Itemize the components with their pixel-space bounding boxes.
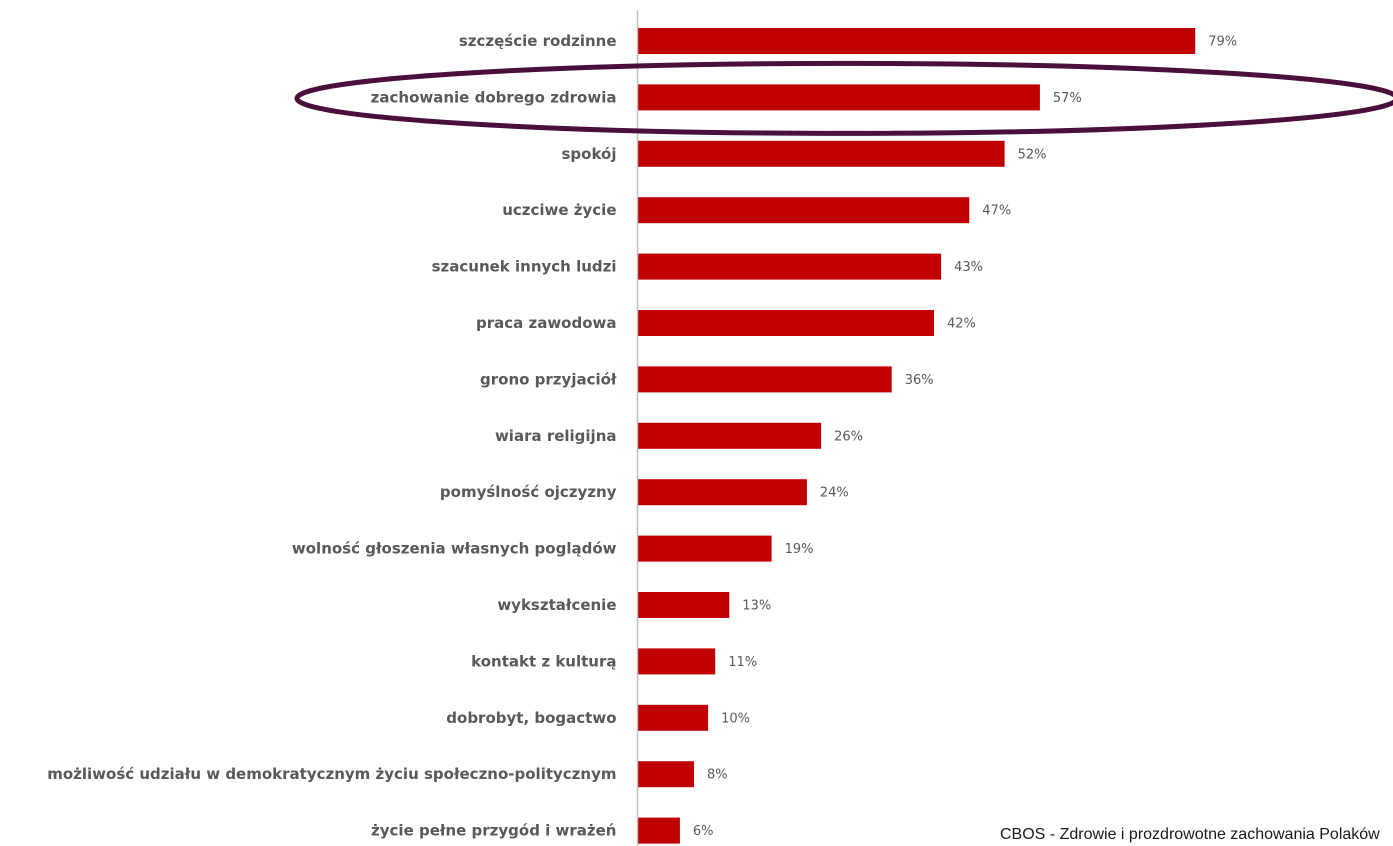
value-label-mozliwosc-udzialu-w-demokratycznym-zyciu-spoleczno-politycznym: 8% xyxy=(707,768,728,783)
bar-pomyslnosc-ojczyzny xyxy=(637,479,807,506)
value-label-zachowanie-dobrego-zdrowia: 57% xyxy=(1053,91,1082,106)
highlight-ellipse xyxy=(294,60,1393,136)
value-label-wyksztalcenie: 13% xyxy=(742,599,771,614)
bar-praca-zawodowa xyxy=(637,310,934,336)
bar-wolnosc-gloszenia-wlasnych-pogladow xyxy=(637,535,772,562)
bar-wiara-religijna xyxy=(637,422,822,449)
category-label-kontakt-z-kultura: kontakt z kulturą xyxy=(471,652,616,670)
category-label-szczescie-rodzinne: szczęście rodzinne xyxy=(459,32,617,50)
value-label-wolnosc-gloszenia-wlasnych-pogladow: 19% xyxy=(785,542,814,557)
bar-dobrobyt-bogactwo xyxy=(637,704,709,731)
value-label-szacunek-innych-ludzi: 43% xyxy=(954,260,983,275)
value-label-dobrobyt-bogactwo: 10% xyxy=(721,711,750,726)
value-label-praca-zawodowa: 42% xyxy=(947,317,976,332)
value-label-spokoj: 52% xyxy=(1018,147,1047,162)
bar-wyksztalcenie xyxy=(637,592,730,618)
category-label-wyksztalcenie: wykształcenie xyxy=(497,596,616,614)
value-label-szczescie-rodzinne: 79% xyxy=(1208,35,1237,50)
value-label-grono-przyjaciol: 36% xyxy=(905,373,934,388)
bar-szczescie-rodzinne xyxy=(637,28,1196,54)
category-label-praca-zawodowa: praca zawodowa xyxy=(476,314,617,332)
bar-uczciwe-zycie xyxy=(637,197,970,224)
category-label-mozliwosc-udzialu-w-demokratycznym-zyciu-spoleczno-politycznym: możliwość udziału w demokratycznym życiu… xyxy=(47,765,616,783)
bar-mozliwosc-udzialu-w-demokratycznym-zyciu-spoleczno-politycznym xyxy=(637,761,694,788)
category-label-dobrobyt-bogactwo: dobrobyt, bogactwo xyxy=(446,709,616,727)
bar-szacunek-innych-ludzi xyxy=(637,253,942,280)
source-note: CBOS - Zdrowie i prozdrowotne zachowania… xyxy=(1000,826,1380,843)
bar-spokoj xyxy=(637,140,1005,167)
value-label-kontakt-z-kultura: 11% xyxy=(728,655,757,670)
category-label-zachowanie-dobrego-zdrowia: zachowanie dobrego zdrowia xyxy=(371,88,617,106)
value-label-zycie-pelne-przygod-i-wrazen: 6% xyxy=(693,824,714,839)
category-label-wolnosc-gloszenia-wlasnych-pogladow: wolność głoszenia własnych poglądów xyxy=(292,540,617,558)
bar-zachowanie-dobrego-zdrowia xyxy=(637,84,1040,111)
category-label-wiara-religijna: wiara religijna xyxy=(495,427,617,445)
category-label-grono-przyjaciol: grono przyjaciół xyxy=(480,370,617,388)
category-label-zycie-pelne-przygod-i-wrazen: życie pełne przygód i wrażeń xyxy=(371,822,616,840)
labels-layer: szczęście rodzinne 79% zachowanie dobrego … xyxy=(47,32,1237,840)
category-label-spokoj: spokój xyxy=(562,145,617,163)
bar-zycie-pelne-przygod-i-wrazen xyxy=(637,817,680,844)
bar-kontakt-z-kultura xyxy=(637,648,716,675)
value-label-uczciwe-zycie: 47% xyxy=(982,204,1011,219)
bar-grono-przyjaciol xyxy=(637,366,892,393)
category-label-pomyslnosc-ojczyzny: pomyślność ojczyzny xyxy=(440,483,617,501)
bars-layer xyxy=(637,28,1196,844)
category-label-szacunek-innych-ludzi: szacunek innych ludzi xyxy=(432,258,617,276)
value-label-wiara-religijna: 26% xyxy=(834,429,863,444)
category-label-uczciwe-zycie: uczciwe życie xyxy=(502,201,616,219)
value-label-pomyslnosc-ojczyzny: 24% xyxy=(820,486,849,501)
